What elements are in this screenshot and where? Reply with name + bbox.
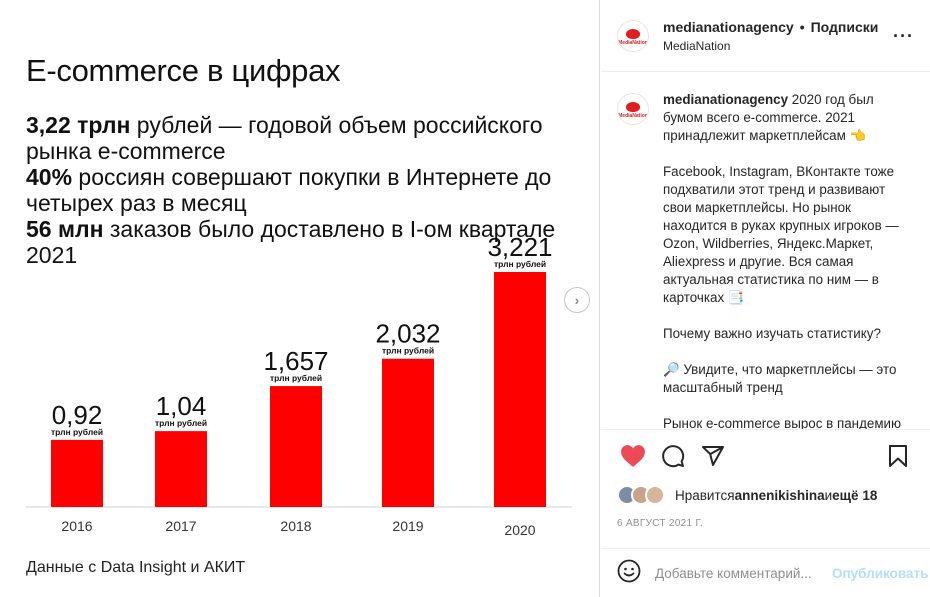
x-tick-label: 2018 <box>280 518 311 534</box>
value-label: 3,221 <box>487 232 552 262</box>
caption-body: medianationagency 2020 год был бумом все… <box>663 91 913 430</box>
avatar-brand: MediaNation <box>618 113 648 119</box>
caption: MediaNation medianationagency 2020 год б… <box>617 91 914 430</box>
fact-line: 40% россиян совершают покупки в Интернет… <box>26 164 599 216</box>
comments-section[interactable]: MediaNation medianationagency 2020 год б… <box>601 73 930 430</box>
unit-label: трлн рублей <box>270 373 322 383</box>
facts-list: 3,22 трлн рублей — годовой объем российс… <box>26 112 599 268</box>
heart-icon[interactable] <box>613 436 653 476</box>
bar-2018 <box>270 386 322 507</box>
fact-line: 56 млн заказов было доставлено в I-ом кв… <box>26 216 599 268</box>
value-label: 2,032 <box>375 319 440 349</box>
unit-label: трлн рублей <box>494 259 546 269</box>
data-source: Данные с Data Insight и АКИТ <box>26 559 246 576</box>
bar-2017 <box>155 431 207 507</box>
comment-box: Опубликовать <box>601 548 930 597</box>
following-button[interactable]: Подписки <box>810 18 879 35</box>
fact-highlight: 40% <box>26 164 73 190</box>
caption-paragraph: Почему важно изучать статистику? <box>663 326 881 341</box>
account-name[interactable]: MediaNation <box>663 38 731 53</box>
value-label: 1,04 <box>156 391 207 421</box>
caption-paragraph: medianationagency 2020 год был бумом все… <box>663 91 913 145</box>
liker-username[interactable]: annenikishina <box>734 487 825 503</box>
caption-text: 2020 год был бумом всего e-commerce. 202… <box>663 92 874 143</box>
post-image: E-commerce в цифрах 3,22 трлн рублей — г… <box>26 0 600 597</box>
header-line: medianationagency • Подписки <box>663 19 878 35</box>
unit-label: трлн рублей <box>382 346 434 356</box>
x-tick-label: 2019 <box>392 518 423 534</box>
fact-text: россиян совершают покупки в Интернете до… <box>26 164 552 216</box>
header-text: medianationagency • Подписки MediaNation <box>663 19 878 53</box>
bar-2020 <box>494 272 546 507</box>
post-sidebar: MediaNation medianationagency • Подписки… <box>601 0 930 597</box>
x-tick-label: 2020 <box>504 522 535 538</box>
caption-paragraph: Facebook, Instagram, ВКонтакте тоже подх… <box>663 164 899 305</box>
unit-label: трлн рублей <box>51 427 103 437</box>
slide-title: E-commerce в цифрах <box>26 53 341 88</box>
bookmark-icon[interactable] <box>878 436 918 476</box>
share-icon[interactable] <box>693 436 733 476</box>
emoji-icon[interactable] <box>617 559 641 588</box>
fact-highlight: 3,22 трлн <box>26 112 131 138</box>
separator-dot: • <box>799 18 805 35</box>
fact-line: 3,22 трлн рублей — годовой объем российс… <box>26 112 599 164</box>
account-username[interactable]: medianationagency <box>663 18 794 35</box>
more-options-icon[interactable]: ··· <box>893 26 914 46</box>
unit-label: трлн рублей <box>155 418 207 428</box>
avatar[interactable]: MediaNation <box>617 19 649 52</box>
publish-button[interactable]: Опубликовать <box>832 565 929 581</box>
caption-username[interactable]: medianationagency <box>663 92 789 107</box>
logo-icon <box>626 102 640 112</box>
value-label: 0,92 <box>52 400 103 430</box>
post-date[interactable]: 6 АВГУСТ 2021 Г. <box>617 518 704 529</box>
likes-prefix: Нравится <box>675 487 735 503</box>
comment-icon[interactable] <box>653 436 693 476</box>
likes-line: Нравится annenikishina и ещё 18 <box>617 485 914 505</box>
like-avatars <box>617 485 665 505</box>
likes-count-link[interactable]: ещё 18 <box>832 487 878 503</box>
comment-input[interactable] <box>655 565 832 581</box>
avatar[interactable]: MediaNation <box>617 93 649 125</box>
fact-text: заказов было доставлено в I-ом квартале … <box>26 216 556 268</box>
action-bar <box>601 431 930 481</box>
bar-2016 <box>51 439 103 507</box>
logo-icon <box>626 28 640 39</box>
fact-highlight: 56 млн <box>26 216 104 242</box>
bar-2019 <box>382 358 434 507</box>
value-label: 1,657 <box>263 346 328 376</box>
likes-middle: и <box>824 487 833 503</box>
post-header: MediaNation medianationagency • Подписки… <box>601 0 930 72</box>
fact-text: рублей — годовой объем российского рынка… <box>26 112 543 164</box>
avatar-brand: MediaNation <box>618 39 648 46</box>
next-slide-button[interactable]: › <box>564 287 590 313</box>
x-tick-label: 2016 <box>61 518 92 534</box>
liker-avatar[interactable] <box>645 485 665 505</box>
caption-paragraph: Рынок e-commerce вырос в пандемию <box>663 416 902 430</box>
caption-paragraph: 🔎 Увидите, что маркетплейсы — это масшта… <box>663 362 897 395</box>
chevron-right-icon: › <box>574 292 580 308</box>
x-tick-label: 2017 <box>165 518 196 534</box>
